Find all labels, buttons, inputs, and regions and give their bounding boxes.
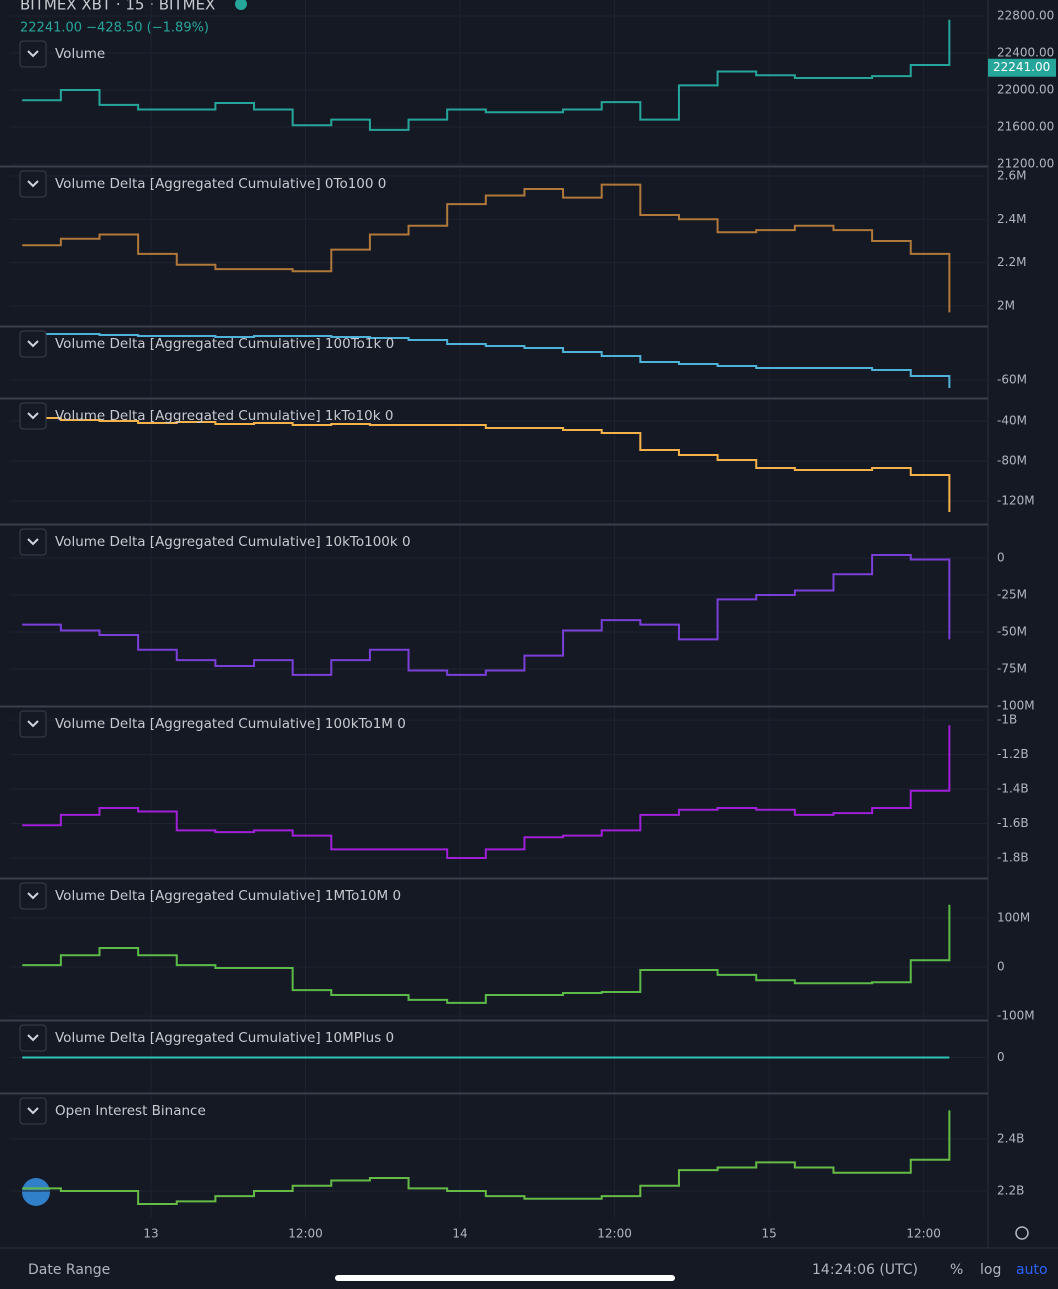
data-line (22, 1110, 951, 1205)
data-line (22, 417, 951, 512)
y-tick-label: -1.8B (997, 851, 1029, 865)
date-range[interactable]: Date Range (28, 1262, 110, 1278)
y-tick-label: 2.6M (997, 169, 1026, 183)
collapse-button[interactable] (19, 1024, 47, 1052)
panel-title: Volume Delta [Aggregated Cumulative] 1kT… (55, 408, 393, 424)
y-tick-label: 2M (997, 298, 1015, 312)
collapse-button[interactable] (19, 882, 47, 910)
data-line (22, 19, 951, 131)
data-line (22, 904, 951, 1004)
collapse-button[interactable] (19, 330, 47, 358)
panel-title: Volume Delta [Aggregated Cumulative] 100… (55, 336, 394, 352)
home-indicator (335, 1275, 675, 1281)
y-tick-label: 0 (997, 960, 1005, 974)
x-tick-label: 12:00 (906, 1227, 941, 1241)
log-button[interactable]: log (980, 1262, 1001, 1278)
panel-title: Open Interest Binance (55, 1103, 206, 1119)
data-line (22, 554, 951, 676)
collapse-button[interactable] (19, 170, 47, 198)
percent-button[interactable]: % (950, 1262, 963, 1278)
data-line (22, 725, 951, 859)
chevron-icon (27, 1107, 39, 1115)
chevron-icon (27, 538, 39, 546)
price-tag-label: 22241.00 (993, 60, 1050, 74)
y-tick-label: -100M (997, 699, 1035, 713)
collapse-button[interactable] (19, 402, 47, 430)
chevron-icon (27, 50, 39, 58)
collapse-button[interactable] (19, 528, 47, 556)
data-line (22, 333, 951, 388)
x-tick-label: 14 (452, 1227, 467, 1241)
y-tick-label: 2.2M (997, 255, 1026, 269)
y-tick-label: 2.4B (997, 1131, 1024, 1145)
data-line (22, 183, 951, 313)
settings-icon[interactable] (1015, 1226, 1029, 1240)
chevron-icon (27, 720, 39, 728)
y-tick-label: -40M (997, 414, 1027, 428)
y-tick-label: -1B (997, 713, 1017, 727)
y-tick-label: -75M (997, 661, 1027, 675)
y-tick-label: 22800.00 (997, 9, 1054, 23)
chevron-icon (27, 892, 39, 900)
panel-title: Volume Delta [Aggregated Cumulative] 100… (55, 716, 406, 732)
y-tick-label: -25M (997, 587, 1027, 601)
panel-title: Volume Delta [Aggregated Cumulative] 10k… (55, 534, 411, 550)
y-tick-label: -60M (997, 373, 1027, 387)
chevron-icon (27, 1034, 39, 1042)
status-dot (235, 0, 247, 10)
y-tick-label: -1.6B (997, 816, 1029, 830)
panel-title: Volume Delta [Aggregated Cumulative] 1MT… (55, 888, 401, 904)
price-tag (988, 58, 1056, 77)
y-tick-label: 0 (997, 1050, 1005, 1064)
symbol: BITMEX XBT · 15 · BITMEX (20, 0, 215, 14)
y-tick-label: 0 (997, 550, 1005, 564)
y-tick-label: -80M (997, 454, 1027, 468)
chevron-icon (27, 180, 39, 188)
logo[interactable] (22, 1178, 50, 1206)
panel-title: Volume Delta [Aggregated Cumulative] 10M… (55, 1030, 394, 1046)
clock: 14:24:06 (UTC) (812, 1262, 918, 1278)
collapse-button[interactable] (19, 1097, 47, 1125)
x-tick-label: 12:00 (288, 1227, 323, 1241)
x-tick-label: 13 (143, 1227, 158, 1241)
x-tick-label: 12:00 (597, 1227, 632, 1241)
y-tick-label: 21200.00 (997, 157, 1054, 171)
auto-button[interactable]: auto (1016, 1262, 1048, 1278)
collapse-button[interactable] (19, 40, 47, 68)
y-tick-label: 2.4M (997, 212, 1026, 226)
chevron-icon (27, 412, 39, 420)
panel-title: Volume Delta [Aggregated Cumulative] 0To… (55, 176, 386, 192)
y-tick-label: -50M (997, 624, 1027, 638)
y-tick-label: 21600.00 (997, 120, 1054, 134)
panel-title: Volume (55, 46, 105, 62)
chevron-icon (27, 340, 39, 348)
y-tick-label: 22000.00 (997, 83, 1054, 97)
collapse-button[interactable] (19, 710, 47, 738)
y-tick-label: -100M (997, 1009, 1035, 1023)
y-tick-label: 100M (997, 911, 1030, 925)
y-tick-label: -1.4B (997, 782, 1029, 796)
y-tick-label: 2.2B (997, 1183, 1024, 1197)
y-tick-label: -120M (997, 494, 1035, 508)
price-change: 22241.00 −428.50 (−1.89%) (20, 21, 209, 36)
y-tick-label: -1.2B (997, 747, 1029, 761)
x-tick-label: 15 (761, 1227, 776, 1241)
y-tick-label: 22400.00 (997, 46, 1054, 60)
